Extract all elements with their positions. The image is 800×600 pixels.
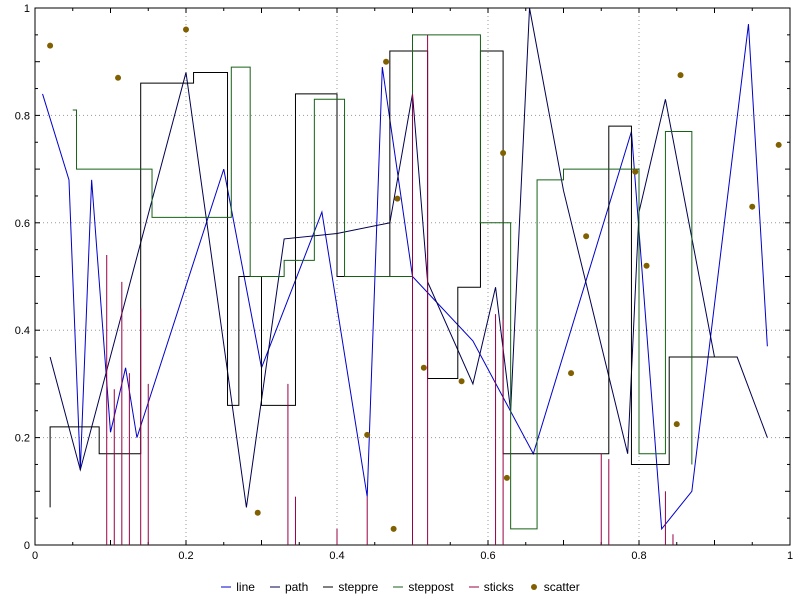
- legend-label: path: [284, 580, 309, 594]
- legend-item-line: line: [220, 580, 255, 594]
- line-sample-icon: [322, 582, 334, 592]
- legend-item-steppost: steppost: [392, 580, 454, 594]
- legend: line path steppre steppost sticks scatter: [0, 580, 800, 594]
- y-tick-label: 0.8: [15, 110, 30, 122]
- legend-item-sticks: sticks: [468, 580, 514, 594]
- series-scatter: [47, 26, 782, 532]
- line-sample-icon: [269, 582, 281, 592]
- line-sample-icon: [220, 582, 232, 592]
- legend-label: sticks: [483, 580, 514, 594]
- x-tick-label: 0.8: [631, 550, 646, 562]
- y-tick-label: 0.4: [15, 325, 30, 337]
- line-sample-icon: [468, 582, 480, 592]
- y-tick-label: 1: [24, 3, 30, 15]
- series-path: [49, 7, 768, 508]
- legend-label: line: [236, 580, 255, 594]
- x-tick-label: 0.4: [329, 550, 344, 562]
- line-sample-icon: [392, 582, 404, 592]
- y-tick-label: 0: [24, 540, 30, 552]
- scatter-marker-icon: [528, 582, 540, 592]
- legend-item-path: path: [269, 580, 308, 594]
- x-tick-label: 1: [787, 550, 793, 562]
- legend-label: steppre: [338, 580, 379, 594]
- x-tick-label: 0.6: [480, 550, 495, 562]
- tick-labels: 0 0.2 0.4 0.6 0.8 1 0 0.2 0.4 0.6 0.8 1: [15, 3, 793, 562]
- legend-label: steppost: [408, 580, 454, 594]
- y-tick-label: 0.6: [15, 218, 30, 230]
- series-line: [42, 24, 768, 531]
- legend-item-steppre: steppre: [322, 580, 378, 594]
- legend-item-scatter: scatter: [528, 580, 580, 594]
- y-tick-label: 0.2: [15, 433, 30, 445]
- x-tick-label: 0.2: [178, 550, 193, 562]
- legend-label: scatter: [543, 580, 580, 594]
- series-sticks: [106, 34, 674, 545]
- x-tick-label: 0: [32, 550, 38, 562]
